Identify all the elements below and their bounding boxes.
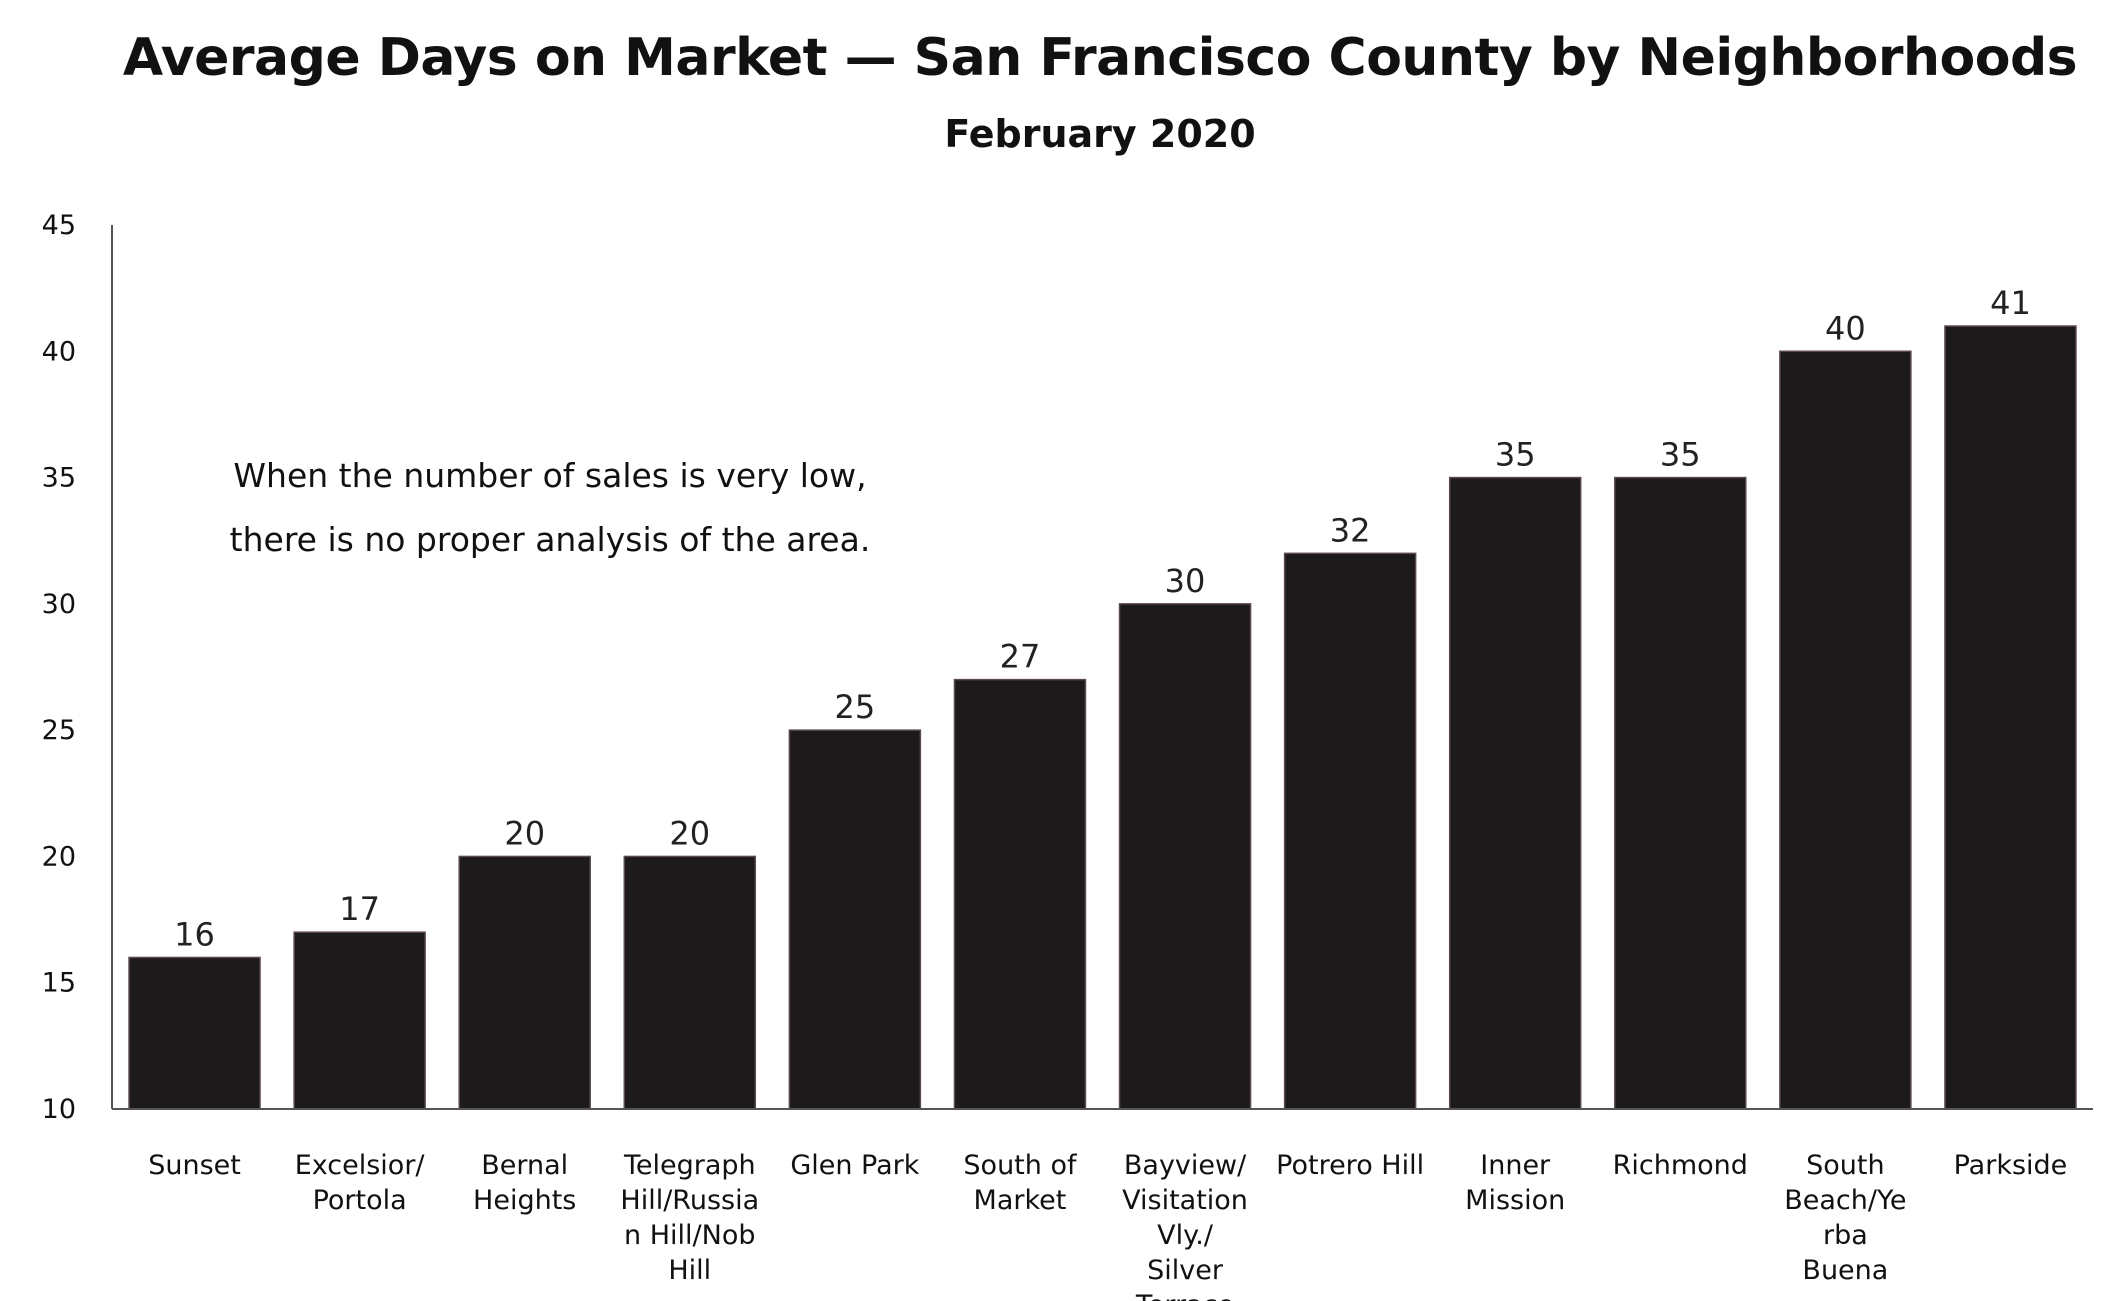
x-tick-label: Excelsior/Portola xyxy=(295,1150,426,1216)
annotation-line-2: there is no proper analysis of the area. xyxy=(229,520,871,559)
bar xyxy=(1283,552,1417,1110)
y-tick-label: 20 xyxy=(42,841,76,872)
x-tick-label: Bernal Heights xyxy=(473,1150,576,1216)
bar xyxy=(1779,350,1912,1110)
annotation-line-1: When the number of sales is very low, xyxy=(233,456,867,495)
y-axis: 10 15 20 25 30 35 40 45 xyxy=(42,210,113,1125)
y-tick-label: 25 xyxy=(42,715,76,746)
bar xyxy=(1448,476,1582,1110)
chart-title: Average Days on Market — San Francisco C… xyxy=(122,28,2078,88)
bar-value-label: 17 xyxy=(339,890,380,928)
x-tick-label: South of Market xyxy=(963,1150,1078,1216)
x-tick-label: Inner Mission xyxy=(1465,1150,1565,1216)
bar-value-label: 35 xyxy=(1495,436,1536,474)
x-tick-label: Sunset xyxy=(148,1150,241,1181)
bar-value-label: 20 xyxy=(504,814,545,852)
bar-value-label: 30 xyxy=(1165,562,1206,600)
y-tick-label: 45 xyxy=(42,210,76,241)
bar xyxy=(293,931,426,1110)
x-axis: Sunset Excelsior/Portola Bernal Heights Tele… xyxy=(112,1108,2093,1301)
bar xyxy=(623,855,757,1110)
bar xyxy=(953,678,1087,1110)
x-tick-label: South Beach/Ye rba Buena xyxy=(1784,1150,1906,1286)
bar-value-label: 35 xyxy=(1660,436,1701,474)
bar-value-label: 32 xyxy=(1330,511,1371,549)
bar xyxy=(128,956,261,1110)
bar-value-label: 27 xyxy=(1000,638,1041,676)
bar xyxy=(788,729,922,1110)
bars: 16 17 20 20 25 27 30 32 35 35 40 41 xyxy=(128,284,2077,1110)
bar xyxy=(1944,325,2077,1110)
x-tick-label: Potrero Hill xyxy=(1276,1150,1424,1181)
x-tick-label: Telegraph Hill/Russia n Hill/Nob Hill xyxy=(620,1150,759,1286)
x-tick-label: Glen Park xyxy=(790,1150,919,1181)
chart-subtitle: February 2020 xyxy=(944,112,1256,156)
x-tick-label: Richmond xyxy=(1613,1150,1748,1181)
y-tick-label: 15 xyxy=(42,968,76,999)
bar xyxy=(458,855,591,1110)
bar-value-label: 16 xyxy=(174,915,215,953)
y-tick-label: 30 xyxy=(42,589,76,620)
bar-value-label: 25 xyxy=(835,688,876,726)
y-tick-label: 10 xyxy=(42,1094,76,1125)
bar-value-label: 20 xyxy=(669,814,710,852)
bar xyxy=(1614,476,1747,1110)
bar-value-label: 40 xyxy=(1825,309,1866,347)
y-tick-label: 40 xyxy=(42,336,76,367)
chart-annotation: When the number of sales is very low, th… xyxy=(150,444,950,572)
y-tick-label: 35 xyxy=(42,463,76,494)
bar-value-label: 41 xyxy=(1990,284,2031,322)
x-tick-label: Parkside xyxy=(1954,1150,2068,1181)
bar xyxy=(1118,603,1252,1110)
